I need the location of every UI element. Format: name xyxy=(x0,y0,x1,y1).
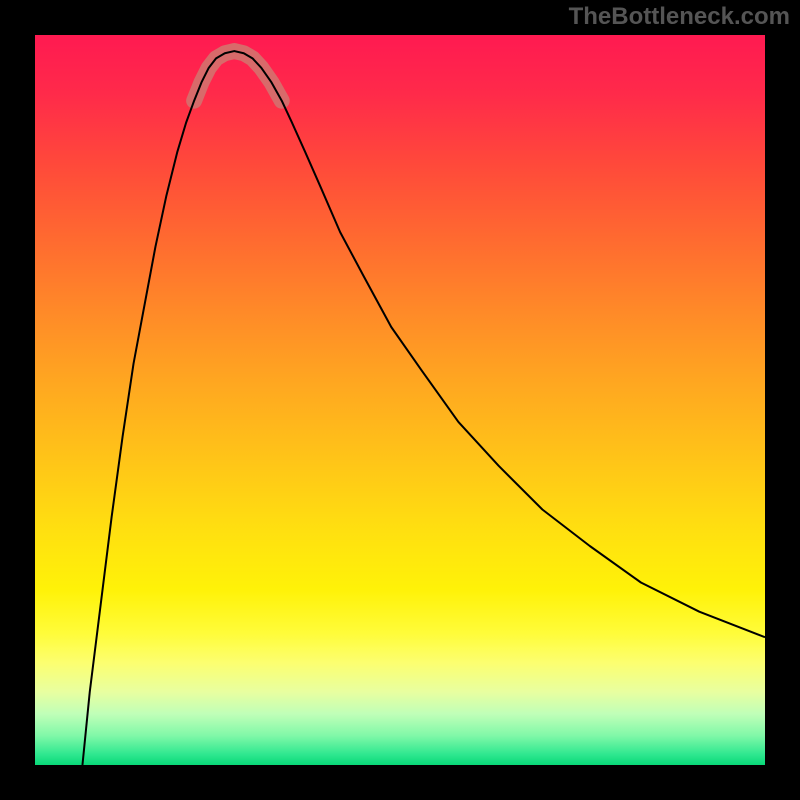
bottleneck-highlight xyxy=(194,51,282,101)
curve-layer xyxy=(0,0,800,800)
bottleneck-curve xyxy=(82,51,765,765)
chart-canvas: TheBottleneck.com xyxy=(0,0,800,800)
